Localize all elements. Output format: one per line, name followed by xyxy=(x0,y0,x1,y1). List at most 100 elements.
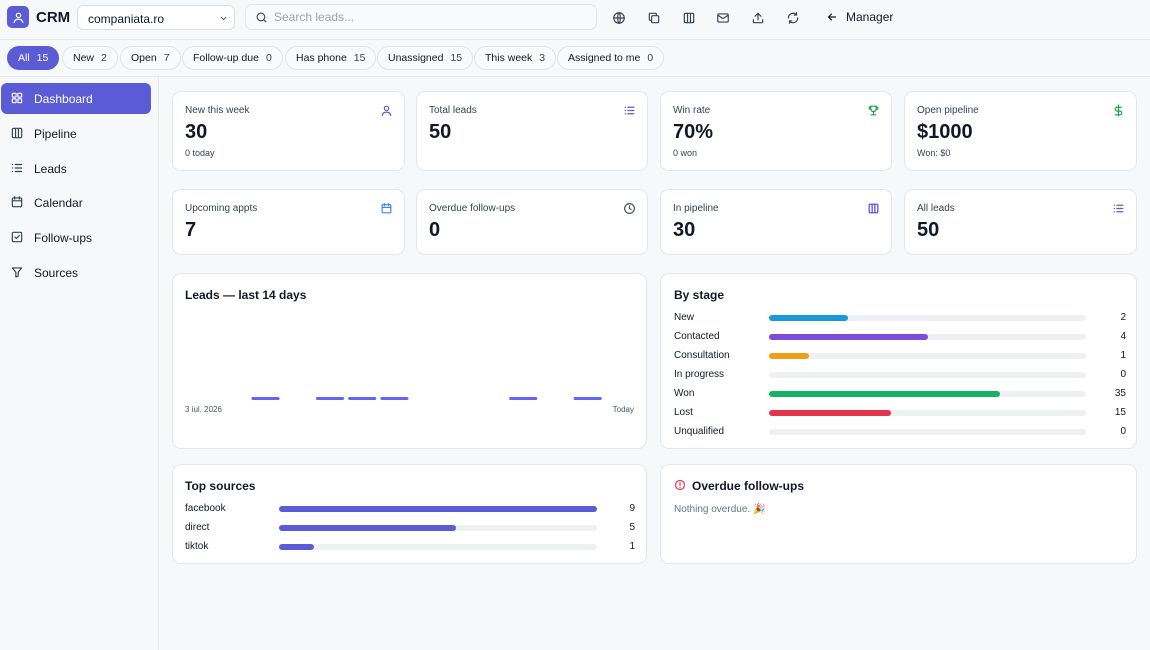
filter-count: 15 xyxy=(450,52,463,64)
stat-card-overdue-follow-ups: Overdue follow-ups 0 xyxy=(416,189,648,255)
export-button[interactable] xyxy=(747,7,769,29)
source-bar-fill xyxy=(279,525,456,531)
source-label: tiktok xyxy=(185,541,209,552)
stage-row: In progress 0 xyxy=(674,367,1126,383)
list-icon xyxy=(624,106,635,115)
upload-icon xyxy=(752,12,764,24)
filter-chip-new[interactable]: New 2 xyxy=(62,46,118,70)
sidebar-item-sources[interactable]: Sources xyxy=(1,257,151,288)
stat-card-win-rate: Win rate 70% 0 won xyxy=(660,91,892,171)
mail-icon xyxy=(717,13,729,23)
language-button[interactable] xyxy=(608,7,630,29)
stat-label: Total leads xyxy=(429,105,477,116)
filter-count: 7 xyxy=(163,52,170,64)
top-sources-title: Top sources xyxy=(185,479,256,493)
company-select[interactable]: companiata.ro xyxy=(77,5,235,30)
sidebar-item-dashboard[interactable]: Dashboard xyxy=(1,83,151,114)
sidebar-item-label: Sources xyxy=(34,266,79,280)
stat-card-upcoming-appts: Upcoming appts 7 xyxy=(172,189,405,255)
source-label: facebook xyxy=(185,503,226,514)
stat-card-in-pipeline: In pipeline 30 xyxy=(660,189,892,255)
sidebar-item-leads[interactable]: Leads xyxy=(1,153,151,184)
filter-bar: All 15 New 2 Open 7 Follow-up due 0 Has phon… xyxy=(0,40,1150,77)
list-icon xyxy=(11,163,23,173)
stage-label: Won xyxy=(674,388,695,399)
filter-count: 15 xyxy=(353,52,366,64)
chevron-down-icon xyxy=(220,16,227,21)
sidebar-item-calendar[interactable]: Calendar xyxy=(1,187,151,218)
calendar-icon xyxy=(381,203,392,214)
stat-value: 30 xyxy=(673,219,696,241)
source-bar-fill xyxy=(279,544,315,550)
email-button[interactable] xyxy=(712,7,734,29)
stage-value: 0 xyxy=(1120,369,1126,380)
search-icon xyxy=(256,12,267,23)
top-sources-card: Top sources facebook 9 direct 5 tiktok 1 xyxy=(172,464,647,564)
clock-icon xyxy=(624,203,635,214)
stage-value: 0 xyxy=(1120,426,1126,437)
stage-label: In progress xyxy=(674,369,725,380)
source-row: tiktok 1 xyxy=(185,539,635,555)
stage-bar-fill xyxy=(769,353,809,359)
stage-row: Lost 15 xyxy=(674,405,1126,421)
stage-bar-track xyxy=(769,334,1086,340)
source-row: facebook 9 xyxy=(185,501,635,517)
stat-value: 30 xyxy=(185,121,208,143)
stage-bar-track xyxy=(769,315,1086,321)
columns-button[interactable] xyxy=(678,7,700,29)
stat-card-new-this-week: New this week 30 0 today xyxy=(172,91,405,171)
chart-bar xyxy=(380,397,409,400)
sidebar-item-label: Leads xyxy=(34,162,67,176)
stage-label: Consultation xyxy=(674,350,730,361)
stage-row: Contacted 4 xyxy=(674,329,1126,345)
sidebar-item-follow-ups[interactable]: Follow-ups xyxy=(1,222,151,253)
filter-chip-has-phone[interactable]: Has phone 15 xyxy=(285,46,377,70)
filter-icon xyxy=(11,267,23,278)
x-axis-end-label: Today xyxy=(612,405,634,414)
source-bar-track xyxy=(279,544,597,550)
filter-chip-all[interactable]: All 15 xyxy=(7,46,60,70)
stat-card-open-pipeline: Open pipeline $1000 Won: $0 xyxy=(904,91,1137,171)
sidebar: Dashboard Pipeline Leads Calendar Follow… xyxy=(0,77,159,650)
stat-value: $1000 xyxy=(917,121,973,143)
filter-chip-assigned-to-me[interactable]: Assigned to me 0 xyxy=(557,46,665,70)
manager-button[interactable]: Manager xyxy=(820,5,899,29)
stat-label: Win rate xyxy=(673,105,711,116)
search-input[interactable] xyxy=(274,8,584,26)
trophy-icon xyxy=(868,105,879,116)
sidebar-item-label: Calendar xyxy=(34,196,83,210)
stat-label: In pipeline xyxy=(673,203,719,214)
stat-sub: Won: $0 xyxy=(917,148,951,158)
source-value: 5 xyxy=(629,522,635,533)
filter-chip-open[interactable]: Open 7 xyxy=(120,46,181,70)
stage-label: New xyxy=(674,312,695,323)
filter-label: Assigned to me xyxy=(568,52,641,64)
filter-chip-this-week[interactable]: This week 3 xyxy=(474,46,557,70)
search-box xyxy=(245,4,597,30)
refresh-button[interactable] xyxy=(782,7,804,29)
duplicate-button[interactable] xyxy=(643,7,665,29)
filter-label: All xyxy=(18,52,30,64)
stat-sub: 0 won xyxy=(673,148,698,158)
filter-chip-follow-up-due[interactable]: Follow-up due 0 xyxy=(182,46,283,70)
filter-count: 3 xyxy=(539,52,546,64)
filter-count: 15 xyxy=(36,52,49,64)
stage-value: 15 xyxy=(1114,407,1126,418)
stat-card-total-leads: Total leads 50 xyxy=(416,91,648,171)
sidebar-item-pipeline[interactable]: Pipeline xyxy=(1,118,151,149)
chart-title: Leads — last 14 days xyxy=(185,288,307,302)
stage-row: Won 35 xyxy=(674,386,1126,402)
stage-label: Lost xyxy=(674,407,693,418)
refresh-icon xyxy=(787,12,799,24)
filter-count: 0 xyxy=(265,52,272,64)
stat-label: Open pipeline xyxy=(917,105,979,116)
chart-bar xyxy=(509,397,538,400)
dollar-icon xyxy=(1114,104,1123,117)
stage-row: Unqualified 0 xyxy=(674,424,1126,440)
sidebar-item-label: Pipeline xyxy=(34,127,77,141)
filter-chip-unassigned[interactable]: Unassigned 15 xyxy=(377,46,474,70)
user-icon xyxy=(381,105,392,116)
sidebar-item-label: Dashboard xyxy=(34,92,93,106)
stage-bar-track xyxy=(769,353,1086,359)
stage-value: 35 xyxy=(1114,388,1126,399)
